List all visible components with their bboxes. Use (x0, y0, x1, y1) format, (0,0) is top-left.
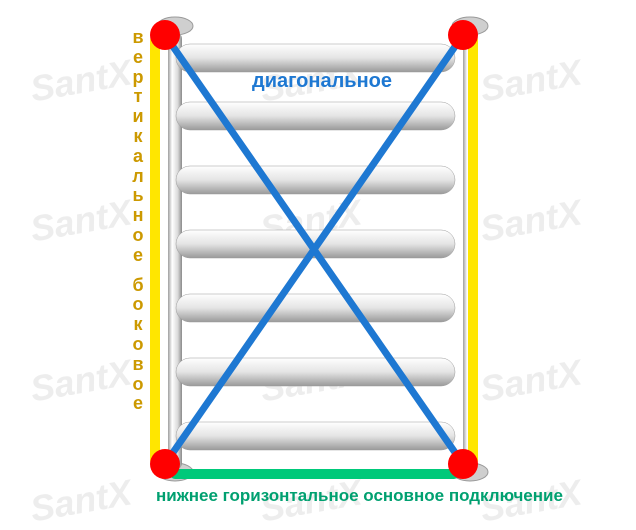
vertical-label-char: т (128, 87, 148, 107)
vertical-label-char: е (128, 246, 148, 266)
vertical-label-char: в (128, 355, 148, 375)
vertical-label-char: а (128, 147, 148, 167)
bottom-horizontal-label: нижнее горизонтальное основное подключен… (156, 486, 563, 506)
vertical-label-char: к (128, 315, 148, 335)
vertical-label-char: о (128, 295, 148, 315)
vertical-side-label: вертикальное боковое (128, 28, 148, 414)
vertical-label-char: о (128, 335, 148, 355)
vertical-label-char: к (128, 127, 148, 147)
diagonal-label: диагональное (252, 70, 392, 93)
vertical-label-char: и (128, 107, 148, 127)
vertical-label-char: ь (128, 186, 148, 206)
vertical-label-char: р (128, 68, 148, 88)
vertical-label-char: е (128, 394, 148, 414)
vertical-label-char: е (128, 48, 148, 68)
vertical-label-char: о (128, 226, 148, 246)
vertical-label-char: н (128, 206, 148, 226)
vertical-label-char: л (128, 167, 148, 187)
diagram-canvas: SantXSantXSantXSantXSantXSantXSantXSantX… (0, 0, 636, 530)
vertical-label-char: о (128, 375, 148, 395)
vertical-label-char: в (128, 28, 148, 48)
vertical-label-char: б (128, 276, 148, 296)
